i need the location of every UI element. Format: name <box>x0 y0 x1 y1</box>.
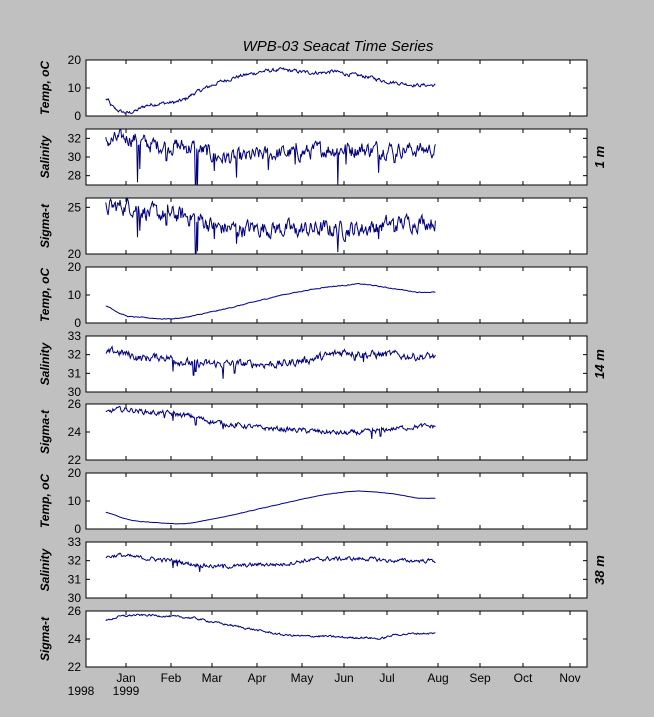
series-line <box>105 552 436 572</box>
depth-label: 1 m <box>592 145 607 168</box>
x-tick-label: Apr <box>248 671 267 685</box>
y-tick-label: 20 <box>68 466 82 480</box>
y-tick-label: 28 <box>68 169 82 183</box>
panel-6: 22 24 26 Sigma-t <box>38 397 588 467</box>
y-axis-label: Sigma-t <box>38 616 52 661</box>
y-tick-label: 30 <box>68 150 82 164</box>
y-axis-label: Salinity <box>38 134 52 178</box>
panel-1: 0 10 20 Temp, oC <box>38 53 588 123</box>
x-tick-label: Mar <box>202 671 223 685</box>
y-axis-label: Sigma-t <box>38 203 52 248</box>
y-tick-label: 0 <box>74 109 81 123</box>
x-tick-label: Sep <box>469 671 491 685</box>
plot-area <box>85 472 588 530</box>
series-line <box>105 282 436 320</box>
y-tick-label: 26 <box>68 397 82 411</box>
y-axis-label: Temp, oC <box>38 61 52 116</box>
y-tick-label: 26 <box>68 604 82 618</box>
panel-8: 30 31 32 33 Salinity <box>38 535 588 605</box>
panel-9: 22 24 26 Sigma-t <box>38 604 588 674</box>
series-line <box>105 345 436 379</box>
y-tick-label: 22 <box>68 453 82 467</box>
plot-area <box>85 541 588 599</box>
y-tick-label: 31 <box>68 572 82 586</box>
y-tick-label: 32 <box>68 554 82 568</box>
series-line <box>105 613 436 640</box>
y-tick-label: 30 <box>68 385 82 399</box>
y-tick-label: 33 <box>68 535 82 549</box>
y-tick-label: 0 <box>74 316 81 330</box>
x-tick-label: May <box>291 671 314 685</box>
year-label-1999: 1999 <box>113 684 140 698</box>
y-axis-label: Salinity <box>38 341 52 385</box>
plot-area <box>85 335 588 393</box>
x-tick-label: Oct <box>514 671 533 685</box>
y-tick-label: 31 <box>68 366 82 380</box>
plot-area <box>85 266 588 324</box>
series-line <box>105 67 436 115</box>
plot-area <box>85 610 588 668</box>
y-axis-label: Sigma-t <box>38 409 52 454</box>
y-axis-label: Temp, oC <box>38 474 52 529</box>
panels: 0 10 20 Temp, oC 28 30 32 Salinity 20 25 Sigma-t 0 1… <box>38 53 588 674</box>
y-tick-label: 25 <box>68 200 82 214</box>
y-tick-label: 0 <box>74 522 81 536</box>
y-tick-label: 10 <box>68 81 82 95</box>
x-tick-label: Aug <box>427 671 448 685</box>
y-tick-label: 22 <box>68 660 82 674</box>
depth-label: 38 m <box>592 555 607 585</box>
y-axis-label: Salinity <box>38 547 52 591</box>
y-tick-label: 33 <box>68 329 82 343</box>
plot-area <box>85 59 588 117</box>
series-line <box>105 490 436 525</box>
x-tick-label: Jan <box>116 671 135 685</box>
panel-2: 28 30 32 Salinity <box>38 128 588 186</box>
y-axis-label: Temp, oC <box>38 268 52 323</box>
y-tick-label: 20 <box>68 53 82 67</box>
y-tick-label: 32 <box>68 348 82 362</box>
y-tick-label: 24 <box>68 632 82 646</box>
y-tick-label: 10 <box>68 288 82 302</box>
y-tick-label: 20 <box>68 260 82 274</box>
series-line <box>105 405 436 440</box>
panel-4: 0 10 20 Temp, oC <box>38 260 588 330</box>
x-tick-label: Feb <box>161 671 182 685</box>
y-tick-label: 24 <box>68 425 82 439</box>
chart-title: WPB-03 Seacat Time Series <box>243 38 434 55</box>
y-tick-label: 32 <box>68 131 82 145</box>
y-tick-label: 30 <box>68 591 82 605</box>
x-tick-label: Jun <box>334 671 353 685</box>
series-line <box>105 196 436 255</box>
plot-area <box>85 128 588 186</box>
panel-5: 30 31 32 33 Salinity <box>38 329 588 399</box>
panel-3: 20 25 Sigma-t <box>38 196 588 261</box>
y-tick-label: 20 <box>68 247 82 261</box>
depth-label: 14 m <box>592 349 607 379</box>
panel-7: 0 10 20 Temp, oC <box>38 466 588 536</box>
plot-area <box>85 197 588 255</box>
y-tick-label: 10 <box>68 494 82 508</box>
series-line <box>105 128 436 186</box>
year-label-1998: 1998 <box>68 684 95 698</box>
x-axis: Jan Feb Mar Apr May Jun Jul Aug Sep Oct Nov <box>116 671 580 685</box>
x-tick-label: Nov <box>559 671 580 685</box>
x-tick-label: Jul <box>379 671 394 685</box>
